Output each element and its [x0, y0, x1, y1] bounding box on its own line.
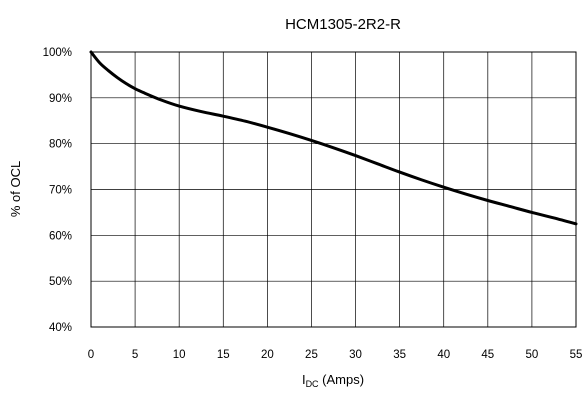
x-tick-label: 15 [217, 349, 230, 361]
x-tick-label: 0 [88, 349, 94, 361]
x-tick-label: 45 [481, 349, 494, 361]
x-axis-title: IDC (Amps) [302, 372, 364, 389]
x-tick-label: 35 [393, 349, 406, 361]
y-tick-label: 40% [49, 322, 72, 334]
x-axis-title-main: I [302, 372, 306, 387]
x-tick-label: 10 [173, 349, 186, 361]
y-tick-label: 80% [49, 139, 72, 151]
x-tick-label: 55 [570, 349, 583, 361]
y-tick-label: 100% [43, 47, 72, 59]
x-tick-label: 5 [132, 349, 138, 361]
y-tick-label: 70% [49, 185, 72, 197]
x-axis-title-subscript: DC [306, 379, 319, 389]
ocl-curve [89, 50, 578, 226]
x-tick-label: 30 [349, 349, 362, 361]
x-tick-label: 40 [437, 349, 450, 361]
x-tick-label: 50 [526, 349, 539, 361]
y-tick-label: 60% [49, 230, 72, 242]
x-axis-title-units: (Amps) [319, 372, 365, 387]
gridlines [90, 51, 577, 328]
x-axis-ticks: 0 5 10 15 20 25 30 35 40 45 50 55 [88, 349, 583, 361]
x-tick-label: 25 [305, 349, 318, 361]
x-tick-label: 20 [261, 349, 274, 361]
y-axis-title: % of OCL [8, 161, 23, 217]
chart-title: HCM1305-2R2-R [285, 16, 401, 33]
y-tick-label: 90% [49, 93, 72, 105]
y-axis-ticks: 40% 50% 60% 70% 80% 90% 100% [43, 47, 72, 334]
plot-frame [90, 51, 577, 328]
y-tick-label: 50% [49, 276, 72, 288]
